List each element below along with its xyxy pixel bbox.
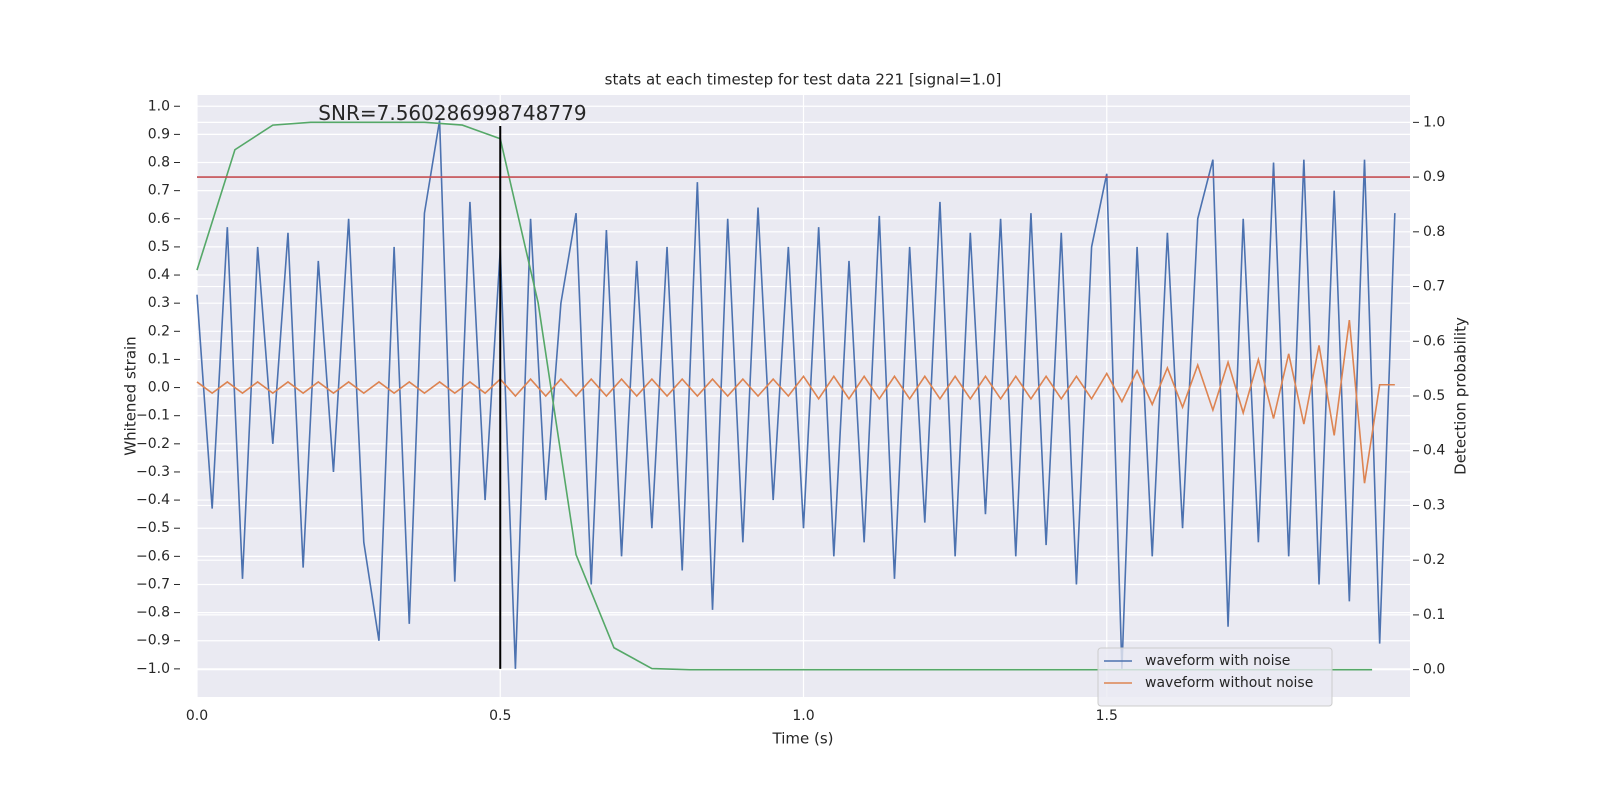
y-axis-label: Whitened strain: [122, 336, 140, 455]
series-line: [196, 319, 1395, 484]
y-tick-label: 0.5: [148, 239, 170, 255]
y-tick-label: 0.1: [148, 351, 170, 367]
legend-label: waveform without noise: [1145, 675, 1313, 691]
y-tick-label: 0.0: [148, 380, 170, 396]
x-tick-label: 0.0: [186, 708, 208, 724]
y-tick-label: −0.1: [136, 408, 170, 424]
y-tick-label: −0.7: [136, 576, 170, 592]
legend-box: [1097, 647, 1333, 707]
y-tick-label: 0.2: [148, 323, 170, 339]
y-tick-label: 0.8: [148, 155, 170, 171]
chart-title: stats at each timestep for test data 221…: [605, 71, 1002, 89]
y-tick-label: −0.6: [136, 548, 170, 564]
y-tick-label: −0.4: [136, 492, 170, 508]
y-tick-label: −0.5: [136, 520, 170, 536]
y2-tick-label: 0.3: [1423, 497, 1445, 513]
y2-tick-label: 0.9: [1423, 169, 1445, 185]
x-axis-label: Time (s): [772, 730, 834, 748]
x-tick-label: 0.5: [489, 708, 511, 724]
x-tick-label: 1.5: [1096, 708, 1118, 724]
y-tick-label: −0.9: [136, 633, 170, 649]
y-tick-label: −0.3: [136, 464, 170, 480]
series-line: [196, 120, 1396, 669]
y-tick-label: 0.7: [148, 183, 170, 199]
x-tick-label: 1.0: [792, 708, 814, 724]
y2-tick-label: 0.0: [1423, 662, 1445, 678]
y2-tick-label: 1.0: [1423, 114, 1445, 130]
y2-tick-label: 0.6: [1423, 333, 1445, 349]
y2-tick-label: 0.7: [1423, 279, 1445, 295]
y-tick-label: 0.6: [148, 211, 170, 227]
legend-label: waveform with noise: [1145, 653, 1290, 669]
y-tick-label: −0.8: [136, 605, 170, 621]
y2-tick-label: 0.1: [1423, 607, 1445, 623]
y-tick-label: 0.4: [148, 267, 170, 283]
y-tick-label: 0.3: [148, 295, 170, 311]
legend: waveform with noise waveform without nois…: [1097, 647, 1333, 707]
y2-tick-label: 0.4: [1423, 443, 1445, 459]
y-tick-label: 0.9: [148, 126, 170, 142]
y2-tick-label: 0.5: [1423, 388, 1445, 404]
annotation: SNR=7.560286998748779: [318, 101, 586, 125]
y2-tick-label: 0.8: [1423, 224, 1445, 240]
y2-axis-label: Detection probability: [1452, 317, 1470, 475]
y2-tick-label: 0.2: [1423, 552, 1445, 568]
y-tick-label: −0.2: [136, 436, 170, 452]
y-tick-label: 1.0: [148, 98, 170, 114]
y-tick-label: −1.0: [136, 661, 170, 677]
